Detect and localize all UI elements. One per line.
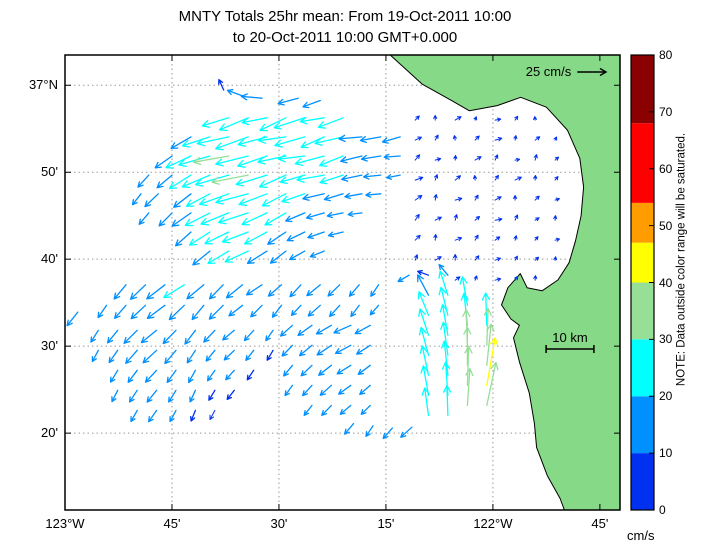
scale-bar-label: 10 km [552,330,588,345]
x-tick-label: 15' [377,516,395,531]
colorbar-unit-label: cm/s [627,528,655,543]
y-tick-label: 50' [41,164,58,180]
y-tick-label: 40' [41,251,58,267]
reference-arrow-label: 25 cm/s [525,64,572,79]
colorbar-tick-label: 0 [659,503,666,517]
figure-title-line2: to 20-Oct-2011 10:00 GMT+0.000 [232,29,458,46]
colorbar-tick-label: 20 [659,389,673,404]
figure-title-line1: MNTY Totals 25hr mean: From 19-Oct-2011 … [178,8,512,25]
x-tick-label: 123°W [45,516,85,531]
y-tick-label: 30' [41,338,58,354]
colorbar-tick-label: 40 [659,275,673,290]
x-tick-label: 122°W [473,516,513,531]
colorbar-tick-label: 60 [659,161,673,176]
colorbar-tick-label: 50 [659,218,673,233]
colorbar-tick-label: 80 [659,48,673,62]
x-tick-label: 45' [591,516,609,531]
x-tick-label: 30' [270,516,288,531]
colorbar-note-text: NOTE: Data outside color range will be s… [675,132,688,387]
figure-title: MNTY Totals 25hr mean: From 19-Oct-2011 … [0,6,690,48]
y-tick-label: 20' [41,425,58,441]
colorbar-tick-label: 70 [659,104,673,119]
x-tick-label: 45' [163,516,181,531]
y-tick-label: 37°N [28,77,58,93]
colorbar-tick-label: 30 [659,332,673,347]
colorbar-tick-label: 10 [659,446,673,461]
